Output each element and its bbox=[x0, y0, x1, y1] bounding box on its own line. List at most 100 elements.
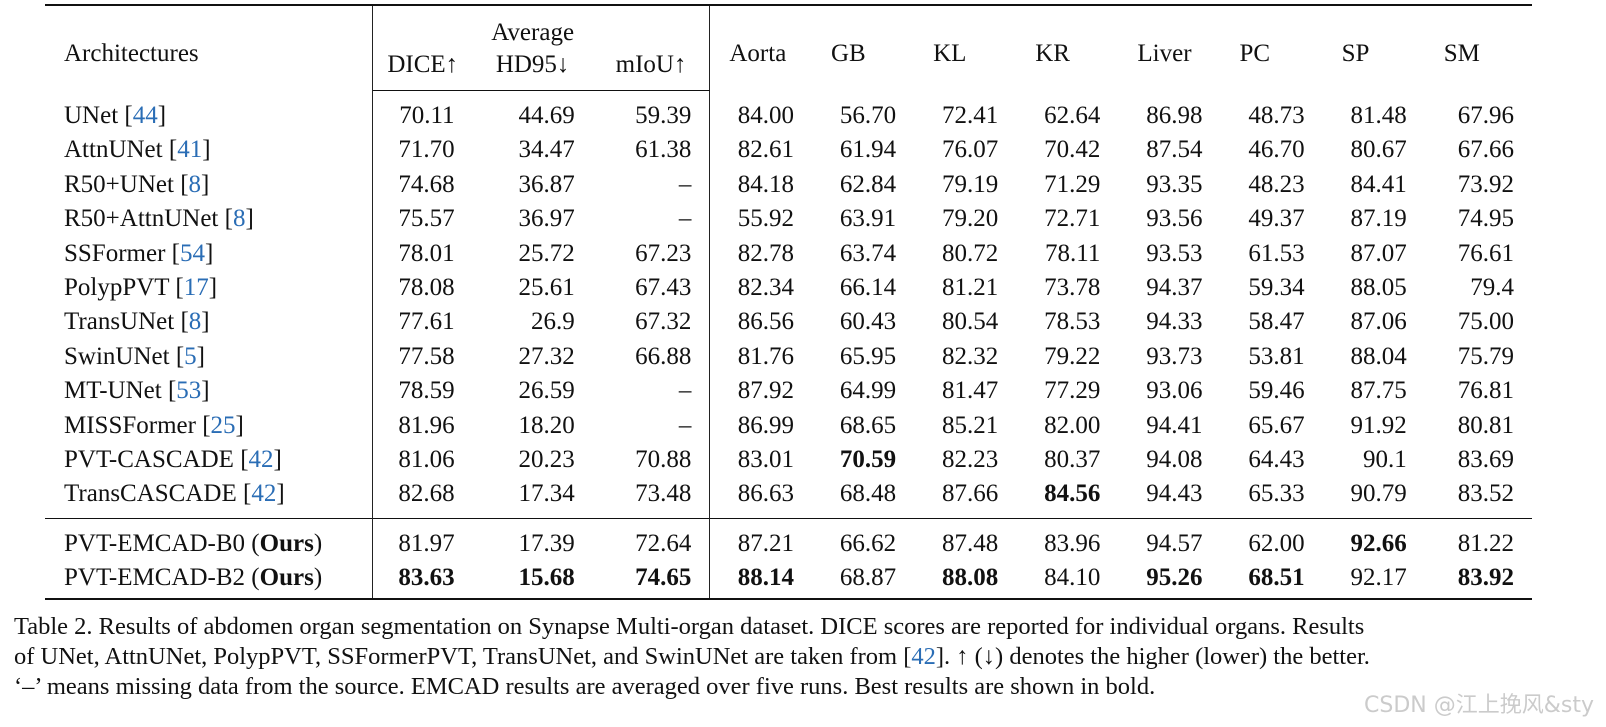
citation-link[interactable]: 42 bbox=[251, 480, 277, 508]
metric-cell: 75.57 bbox=[398, 205, 455, 233]
architecture-name: MT-UNet [53] bbox=[45, 374, 373, 409]
metric-cell: 61.38 bbox=[592, 133, 711, 168]
metric-cell: 58.47 bbox=[1248, 308, 1305, 336]
metric-cell: – bbox=[592, 167, 711, 203]
metric-cell: 87.66 bbox=[942, 480, 999, 508]
citation-link[interactable]: 44 bbox=[132, 101, 158, 129]
metric-cell: 83.01 bbox=[737, 446, 794, 474]
model-name: SwinUNet bbox=[64, 342, 170, 370]
citation-link[interactable]: 42 bbox=[248, 446, 274, 474]
metric-cell: 90.1 bbox=[1363, 446, 1407, 474]
metric-cell: 26.9 bbox=[530, 308, 575, 336]
caption-line-1: Table 2. Results of abdomen organ segmen… bbox=[14, 613, 1365, 640]
metric-cell: 80.72 bbox=[942, 239, 999, 267]
metric-cell: 94.43 bbox=[1146, 480, 1203, 508]
metric-cell: 61.94 bbox=[839, 136, 897, 164]
citation-link[interactable]: 5 bbox=[184, 342, 197, 370]
architecture-name: AttnUNet [41] bbox=[45, 133, 373, 168]
citation-link[interactable]: 54 bbox=[179, 239, 205, 267]
architecture-name: UNet [44] bbox=[45, 90, 373, 134]
metric-cell: 87.92 bbox=[737, 377, 794, 405]
header-organ: KR bbox=[1016, 4, 1119, 91]
citation-link[interactable]: 8 bbox=[188, 308, 202, 336]
metric-cell: 87.07 bbox=[1350, 239, 1407, 267]
header-organ: SP bbox=[1322, 4, 1425, 91]
metric-cell: 84.18 bbox=[737, 170, 794, 198]
metric-cell: 70.11 bbox=[399, 102, 455, 129]
table-row: AttnUNet [41] 71.70 34.47 61.38 82.61 61.94 76… bbox=[45, 133, 1532, 168]
table-row: SwinUNet [5] 77.58 27.32 66.88 81.76 65.95 82.… bbox=[45, 339, 1532, 375]
metric-cell: 48.73 bbox=[1248, 101, 1305, 129]
model-name: R50+AttnUNet bbox=[64, 205, 219, 233]
metric-cell: 83.52 bbox=[1457, 480, 1514, 508]
model-name: R50+UNet bbox=[64, 170, 174, 198]
architecture-name: PVT-EMCAD-B2 (Ours) bbox=[45, 561, 373, 600]
metric-cell: 59.34 bbox=[1248, 274, 1305, 302]
metric-cell: 67.96 bbox=[1457, 101, 1514, 129]
metric-cell: 95.26 bbox=[1118, 561, 1221, 600]
metric-cell: 81.21 bbox=[942, 274, 999, 302]
metric-cell: 67.43 bbox=[592, 271, 711, 306]
citation-link[interactable]: 25 bbox=[210, 411, 236, 439]
metric-cell: 88.04 bbox=[1350, 342, 1407, 370]
citation-link[interactable]: 8 bbox=[232, 205, 246, 233]
model-name: PVT-CASCADE bbox=[64, 446, 234, 474]
metric-cell: 76.07 bbox=[942, 136, 999, 164]
metric-cell: 87.75 bbox=[1350, 377, 1407, 405]
baseline-rows: UNet [44] 70.11 44.69 59.39 84.00 56.70 72.41 6… bbox=[45, 90, 1532, 519]
table-row: TransCASCADE [42] 82.68 17.34 73.48 86.63 68.… bbox=[45, 477, 1532, 519]
metric-cell: 65.67 bbox=[1248, 411, 1305, 439]
metric-cell: 87.19 bbox=[1350, 205, 1407, 233]
caption-line-2: of UNet, AttnUNet, PolypPVT, SSFormerPVT… bbox=[14, 642, 1594, 672]
header-row-top: Architectures Average Aorta GB KL KR Liv… bbox=[45, 4, 1532, 91]
metric-cell: 62.64 bbox=[1044, 101, 1101, 129]
metric-cell: 75.79 bbox=[1457, 342, 1514, 370]
metric-cell: 86.98 bbox=[1146, 101, 1203, 129]
metric-cell: 66.88 bbox=[592, 339, 711, 375]
metric-cell: 34.47 bbox=[518, 136, 575, 164]
citation-link[interactable]: 42 bbox=[911, 643, 936, 670]
watermark: CSDN @江上挽风&sty bbox=[1364, 693, 1594, 718]
metric-cell: 55.92 bbox=[737, 205, 794, 233]
metric-cell: 68.48 bbox=[839, 480, 897, 508]
metric-cell: 86.99 bbox=[737, 411, 794, 439]
metric-cell: 62.84 bbox=[839, 170, 897, 198]
metric-cell: 59.39 bbox=[592, 90, 711, 134]
metric-cell: 62.00 bbox=[1220, 517, 1323, 562]
metric-cell: 70.59 bbox=[839, 446, 897, 474]
metric-cell: 68.65 bbox=[839, 411, 897, 439]
metric-cell: 76.81 bbox=[1457, 377, 1514, 405]
citation-link[interactable]: 53 bbox=[176, 377, 202, 405]
metric-cell: 82.34 bbox=[737, 274, 794, 302]
metric-cell: 79.20 bbox=[942, 205, 999, 233]
metric-cell: 36.97 bbox=[518, 205, 575, 233]
metric-cell: 87.06 bbox=[1350, 308, 1407, 336]
metric-cell: 65.95 bbox=[839, 342, 897, 370]
metric-cell: 79.4 bbox=[1470, 274, 1514, 302]
table-caption: Table 2. Results of abdomen organ segmen… bbox=[14, 612, 1594, 702]
citation-link[interactable]: 8 bbox=[188, 170, 202, 198]
architecture-name: TransUNet [8] bbox=[45, 305, 373, 340]
header-organ: Liver bbox=[1118, 4, 1221, 91]
metric-cell: 70.88 bbox=[592, 443, 711, 478]
metric-cell: 17.34 bbox=[518, 480, 575, 508]
metric-cell: 53.81 bbox=[1248, 342, 1305, 370]
metric-cell: 73.48 bbox=[592, 477, 711, 519]
metric-cell: 49.37 bbox=[1248, 205, 1305, 233]
metric-cell: 87.21 bbox=[709, 517, 812, 562]
citation-link[interactable]: 41 bbox=[177, 136, 203, 164]
metric-cell: 82.61 bbox=[737, 136, 794, 164]
citation-link[interactable]: 17 bbox=[183, 274, 209, 302]
metric-cell: 27.32 bbox=[518, 342, 575, 370]
architecture-name: PVT-EMCAD-B0 (Ours) bbox=[45, 517, 373, 562]
metric-cell: 36.87 bbox=[518, 170, 575, 198]
header-organ: Aorta bbox=[709, 4, 812, 91]
caption-text: ]. ↑ (↓) denotes the higher (lower) the … bbox=[935, 643, 1370, 670]
metric-cell: 46.70 bbox=[1248, 136, 1305, 164]
model-name: TransCASCADE bbox=[64, 480, 237, 508]
metric-cell: 82.00 bbox=[1044, 411, 1101, 439]
metric-cell: 88.05 bbox=[1350, 274, 1407, 302]
model-name: UNet bbox=[64, 101, 119, 129]
results-table-container: Architectures Average Aorta GB KL KR Liv… bbox=[45, 4, 1532, 600]
model-name: PVT-EMCAD-B0 bbox=[64, 529, 246, 557]
